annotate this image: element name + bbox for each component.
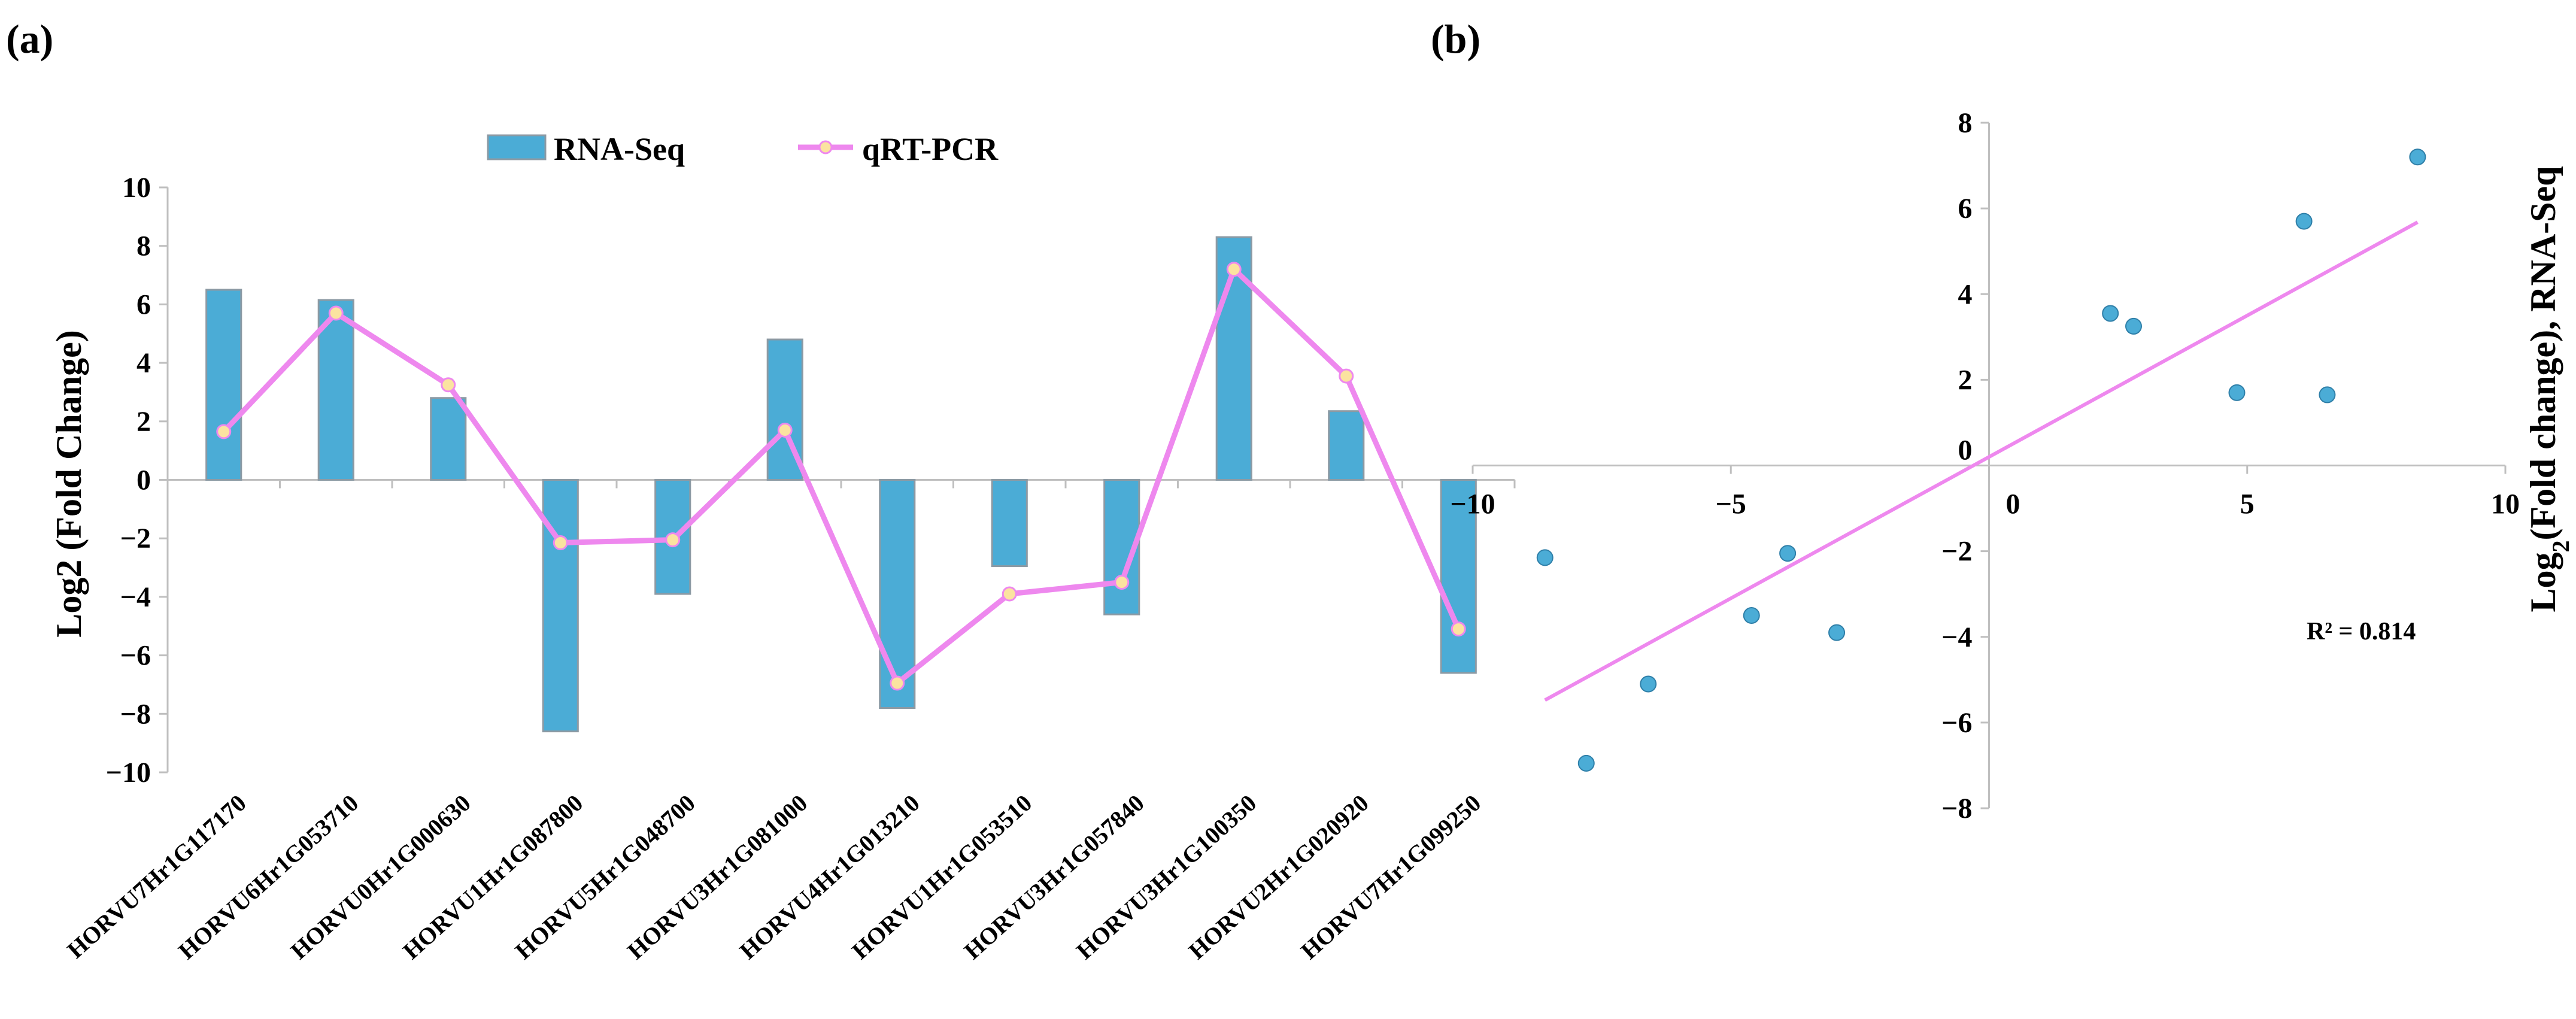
category-label: HORVU5Hr1G048700 bbox=[510, 789, 700, 965]
y-title-rest: (Fold change), RNA-Seq bbox=[2523, 166, 2563, 540]
y-tick-label: −2 bbox=[120, 523, 151, 554]
panel-b-axes bbox=[1471, 122, 2507, 809]
qrt-pcr-series-line bbox=[222, 266, 1461, 686]
category-label: HORVU6Hr1G053710 bbox=[173, 789, 363, 965]
rna-seq-bar bbox=[1440, 479, 1477, 674]
scatter-point bbox=[1743, 606, 1760, 624]
panel-a-axes bbox=[159, 186, 1516, 774]
x-tick-label: −5 bbox=[1716, 489, 1746, 520]
category-label: HORVU7Hr1G099250 bbox=[1295, 789, 1486, 965]
qrt-pcr-point bbox=[1114, 574, 1130, 590]
y-tick-label: 10 bbox=[122, 172, 151, 204]
y-tick-label: 0 bbox=[136, 465, 151, 496]
qrt-pcr-point bbox=[553, 535, 568, 551]
rna-seq-bar bbox=[879, 479, 916, 709]
y-tick-label: 6 bbox=[1958, 193, 1973, 225]
y-title-log: Log bbox=[2523, 552, 2563, 612]
y-tick-label: 8 bbox=[136, 231, 151, 262]
scatter-point bbox=[2295, 213, 2313, 230]
y-tick-label: −6 bbox=[1941, 707, 1972, 739]
scatter-point bbox=[1828, 624, 1846, 641]
category-label: HORVU3Hr1G057840 bbox=[959, 789, 1149, 965]
r-squared-annotation: R² = 0.814 bbox=[2307, 618, 2416, 645]
y-tick-label: 4 bbox=[1958, 278, 1973, 310]
qrt-pcr-point bbox=[1339, 368, 1354, 384]
legend-qrt-pcr-marker bbox=[818, 140, 833, 154]
scatter-points bbox=[1536, 148, 2426, 772]
scatter-point bbox=[1779, 545, 1797, 562]
rna-seq-bar bbox=[991, 479, 1028, 568]
y-tick-label: −6 bbox=[120, 640, 151, 672]
x-tick-label: −10 bbox=[1450, 489, 1495, 520]
panel-a-y-axis-title: Log2 (Fold Change) bbox=[49, 330, 89, 637]
rna-seq-bar bbox=[542, 479, 579, 733]
category-label: HORVU1Hr1G087800 bbox=[398, 789, 588, 965]
scatter-point bbox=[2409, 148, 2426, 166]
x-tick-label: 10 bbox=[2491, 489, 2520, 520]
category-label: HORVU2Hr1G020920 bbox=[1184, 789, 1374, 965]
qrt-pcr-point bbox=[328, 305, 344, 321]
panel-a: (a) 1086420−2−4−6−8−10HORVU7Hr1G117170HO… bbox=[6, 16, 1516, 965]
scatter-point bbox=[2102, 305, 2119, 322]
trendline bbox=[1544, 220, 2419, 702]
y-tick-label: −8 bbox=[120, 698, 151, 730]
qrt-pcr-point bbox=[1002, 586, 1017, 602]
category-label: HORVU3Hr1G100350 bbox=[1071, 789, 1261, 965]
category-label: HORVU3Hr1G081000 bbox=[622, 789, 812, 965]
qrt-pcr-line bbox=[216, 262, 1466, 691]
legend-rna-seq-swatch bbox=[487, 134, 547, 160]
y-tick-label: −10 bbox=[106, 757, 151, 788]
panel-b: (b) −10 −5 0 5 10 8 6 4 2 0 −2 −4 −6 −8 R² = 0.814 Lo… bbox=[1431, 16, 2574, 824]
category-label: HORVU0Hr1G000630 bbox=[286, 789, 476, 965]
y-tick-label: 2 bbox=[136, 406, 151, 438]
y-tick-label: −4 bbox=[1941, 621, 1972, 653]
y-tick-label: 0 bbox=[1958, 435, 1973, 466]
y-tick-label: −2 bbox=[1941, 536, 1972, 568]
scatter-point bbox=[1640, 675, 1657, 693]
scatter-point bbox=[2125, 317, 2142, 335]
legend-qrt-pcr-label: qRT-PCR bbox=[862, 131, 999, 167]
legend-rna-seq-label: RNA-Seq bbox=[554, 131, 685, 167]
y-title-subscript: 2 bbox=[2547, 540, 2574, 552]
rna-seq-bar bbox=[1328, 410, 1365, 481]
qrt-pcr-point bbox=[441, 377, 456, 393]
scatter-point bbox=[2319, 386, 2336, 404]
y-tick-label: −4 bbox=[120, 581, 151, 613]
y-tick-label: 6 bbox=[136, 289, 151, 320]
category-label: HORVU7Hr1G117170 bbox=[62, 789, 251, 963]
category-label: HORVU4Hr1G013210 bbox=[735, 789, 925, 965]
scatter-point bbox=[1536, 549, 1554, 566]
panel-b-tick-labels: −10 −5 0 5 10 8 6 4 2 0 −2 −4 −6 −8 bbox=[1450, 107, 2520, 824]
y-tick-label: 8 bbox=[1958, 107, 1973, 139]
y-tick-label: 2 bbox=[1958, 364, 1973, 396]
qrt-pcr-point bbox=[665, 532, 681, 548]
qrt-pcr-point bbox=[890, 675, 905, 691]
qrt-pcr-point bbox=[777, 422, 793, 438]
linear-trendline bbox=[1544, 220, 2419, 702]
qrt-pcr-point bbox=[1451, 621, 1466, 637]
y-tick-label: 4 bbox=[136, 347, 151, 379]
panel-a-tick-labels: 10 8 6 4 2 0 −2 −4 −6 −8 −10HORVU7Hr1G117170HORVU6… bbox=[62, 172, 1486, 965]
qrt-pcr-point bbox=[216, 424, 232, 439]
y-tick-label: −8 bbox=[1941, 793, 1972, 824]
x-tick-label: 0 bbox=[2006, 489, 2020, 520]
panel-b-y-axis-title: Log2(Fold change), RNA-Seq bbox=[2523, 166, 2574, 612]
qrt-pcr-point bbox=[1226, 262, 1242, 277]
panel-b-label: (b) bbox=[1431, 16, 1480, 62]
rna-seq-bar bbox=[430, 397, 467, 481]
scatter-point bbox=[1577, 754, 1595, 772]
x-tick-label: 5 bbox=[2240, 489, 2255, 520]
scatter-point bbox=[2228, 384, 2246, 401]
legend: RNA-Seq qRT-PCR bbox=[487, 131, 999, 167]
panel-a-label: (a) bbox=[6, 16, 53, 62]
rna-seq-bar bbox=[205, 289, 242, 481]
rna-seq-bar bbox=[317, 299, 354, 481]
category-label: HORVU1Hr1G053510 bbox=[846, 789, 1037, 965]
